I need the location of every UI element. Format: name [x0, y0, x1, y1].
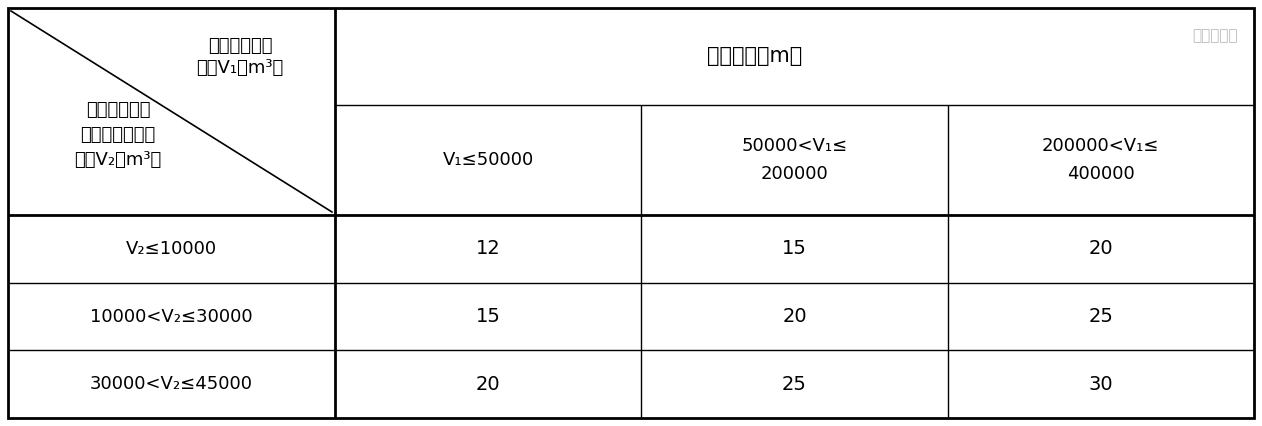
Text: 车位最大总储气: 车位最大总储气: [81, 126, 155, 144]
Text: 10000<V₂≤30000: 10000<V₂≤30000: [90, 308, 252, 325]
Text: 200000: 200000: [761, 165, 828, 183]
Text: 气瓶车在固定: 气瓶车在固定: [86, 101, 150, 119]
Text: 400000: 400000: [1066, 165, 1135, 183]
Text: 消防资源网: 消防资源网: [1193, 29, 1238, 43]
Text: 200000<V₁≤: 200000<V₁≤: [1042, 137, 1160, 155]
Text: 15: 15: [782, 239, 806, 258]
Text: 20: 20: [1089, 239, 1113, 258]
Text: 30: 30: [1089, 374, 1113, 394]
Text: 20: 20: [782, 307, 806, 326]
Text: 30000<V₂≤45000: 30000<V₂≤45000: [90, 375, 252, 393]
Text: 容积V₁（m³）: 容积V₁（m³）: [197, 59, 284, 77]
Text: 25: 25: [1088, 307, 1113, 326]
Text: 25: 25: [782, 374, 806, 394]
Text: 12: 12: [476, 239, 501, 258]
Text: 容积V₂（m³）: 容积V₂（m³）: [74, 151, 162, 169]
Text: V₁≤50000: V₁≤50000: [443, 151, 534, 169]
Text: 15: 15: [476, 307, 501, 326]
Text: V₂≤10000: V₂≤10000: [126, 240, 217, 258]
Text: 20: 20: [476, 374, 501, 394]
Text: 防火间距（m）: 防火间距（m）: [707, 46, 803, 66]
Text: 储气井总储气: 储气井总储气: [208, 37, 273, 55]
Text: 50000<V₁≤: 50000<V₁≤: [741, 137, 848, 155]
